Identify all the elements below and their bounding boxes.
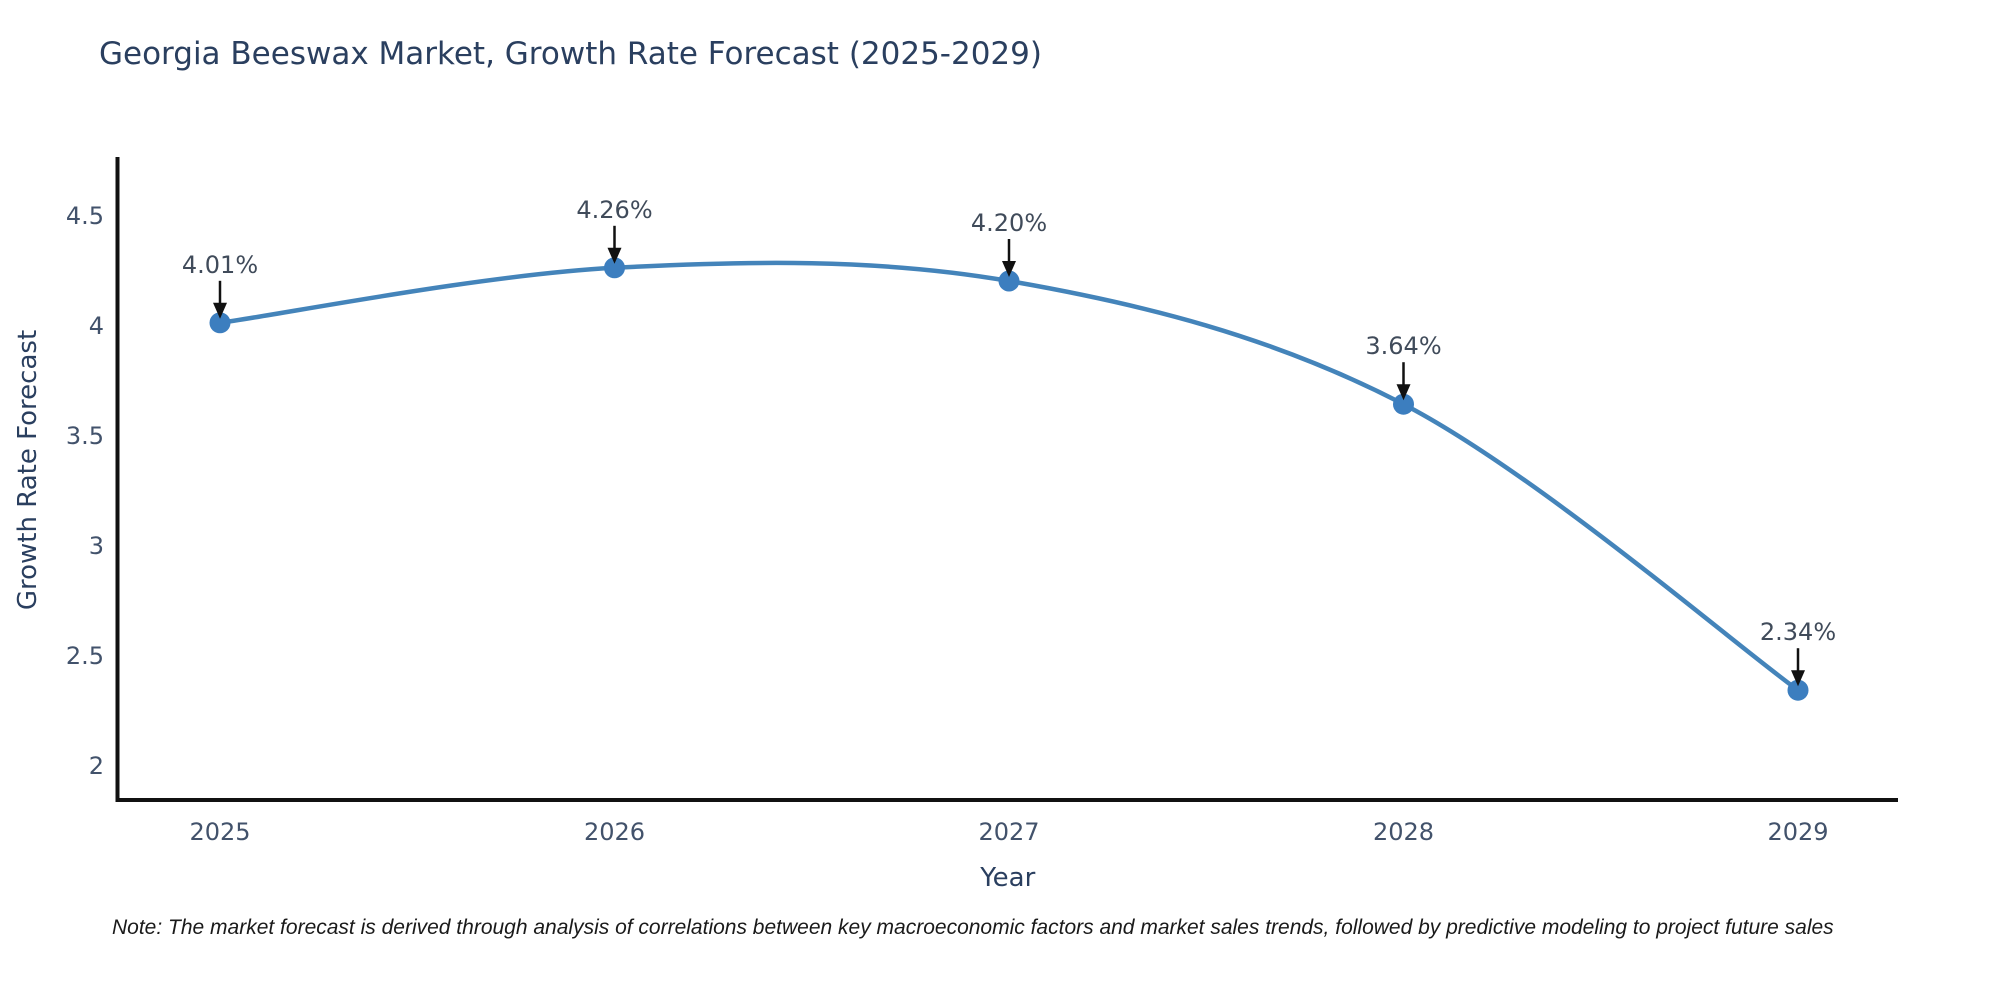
data-point-marker[interactable] <box>604 257 625 279</box>
annotation-arrowhead-icon <box>1396 384 1411 401</box>
point-annotation-label: 3.64% <box>1365 332 1441 360</box>
annotation-arrowhead-icon <box>607 247 622 264</box>
y-tick-label: 4 <box>89 312 104 340</box>
point-annotation-label: 4.01% <box>182 251 258 279</box>
y-tick-label: 3.5 <box>66 422 104 450</box>
series-line <box>219 260 1800 693</box>
y-tick-label: 2.5 <box>66 642 104 670</box>
annotation-arrowhead-icon <box>213 302 227 319</box>
data-point-marker[interactable] <box>1393 393 1414 415</box>
y-tick-label: 2 <box>89 752 104 780</box>
x-tick-label: 2029 <box>1767 818 1828 846</box>
data-point-marker[interactable] <box>998 270 1020 292</box>
point-annotation-label: 2.34% <box>1760 618 1836 646</box>
data-point-marker[interactable] <box>209 312 231 334</box>
point-annotation-label: 4.26% <box>576 196 652 224</box>
annotation-arrowhead-icon <box>1791 670 1805 687</box>
y-tick-label: 3 <box>89 532 104 560</box>
data-point-marker[interactable] <box>1787 679 1809 701</box>
y-axis-title: Growth Rate Forecast <box>13 330 43 610</box>
x-tick-label: 2026 <box>584 818 645 846</box>
point-annotation-label: 4.20% <box>971 209 1047 237</box>
x-tick-label: 2028 <box>1373 818 1434 846</box>
x-tick-label: 2027 <box>978 818 1039 846</box>
x-tick-label: 2025 <box>189 818 250 846</box>
chart-title: Georgia Beeswax Market, Growth Rate Fore… <box>99 36 1042 72</box>
y-tick-label: 4.5 <box>66 202 104 230</box>
annotation-arrowhead-icon <box>1002 261 1016 277</box>
footnote: Note: The market forecast is derived thr… <box>112 916 1834 939</box>
x-axis-title: Year <box>979 863 1035 893</box>
